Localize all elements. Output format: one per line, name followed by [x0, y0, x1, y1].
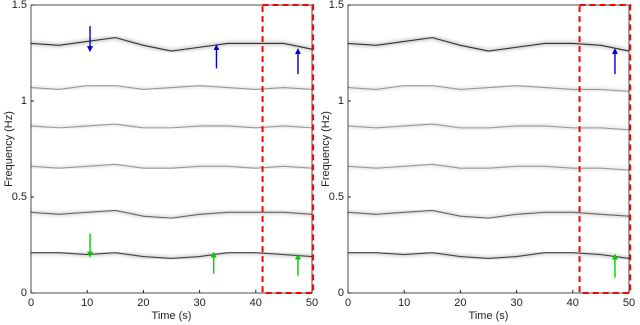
ridge-line	[347, 85, 630, 92]
x-tick-label: 0	[345, 297, 351, 309]
x-axis-label: Time (s)	[152, 310, 192, 322]
y-tick-label: 0	[338, 287, 344, 299]
axes-box	[30, 4, 313, 294]
x-tick-label: 20	[137, 297, 149, 309]
y-tick-label: 0.5	[12, 191, 27, 203]
x-tick-label: 0	[28, 297, 34, 309]
ridge-line	[30, 123, 313, 129]
ridge-line	[30, 209, 313, 219]
y-tick-label: 1	[21, 95, 27, 107]
y-axis-label: Frequency (Hz)	[320, 111, 332, 187]
x-axis-label: Time (s)	[469, 310, 509, 322]
ridge-line	[30, 85, 313, 91]
y-tick-label: 0	[21, 287, 27, 299]
ridge-line	[31, 252, 313, 259]
highlight-box	[578, 4, 632, 294]
y-axis-label: Frequency (Hz)	[3, 111, 15, 187]
y-tick-label: 0.5	[329, 191, 344, 203]
y-tick-label: 1.5	[329, 0, 344, 11]
x-tick-label: 30	[193, 297, 205, 309]
axes-box	[347, 4, 630, 294]
x-tick-label: 50	[306, 297, 318, 309]
highlight-box	[261, 4, 315, 294]
x-tick-label: 50	[623, 297, 635, 309]
ridge-line	[347, 163, 630, 171]
y-tick-label: 1.5	[12, 0, 27, 11]
ridge-line	[30, 163, 313, 169]
ridge-line	[30, 37, 313, 52]
x-tick-label: 40	[250, 297, 262, 309]
plot-area	[348, 5, 629, 293]
x-tick-label: 30	[510, 297, 522, 309]
x-tick-label: 20	[454, 297, 466, 309]
ridge-line	[347, 209, 630, 219]
x-tick-label: 10	[398, 297, 410, 309]
ridge-line	[347, 37, 630, 52]
x-tick-label: 10	[81, 297, 93, 309]
plot-area	[31, 5, 312, 293]
ridge-line	[348, 252, 630, 259]
y-tick-label: 1	[338, 95, 344, 107]
ridge-line	[347, 123, 630, 131]
x-tick-label: 40	[567, 297, 579, 309]
